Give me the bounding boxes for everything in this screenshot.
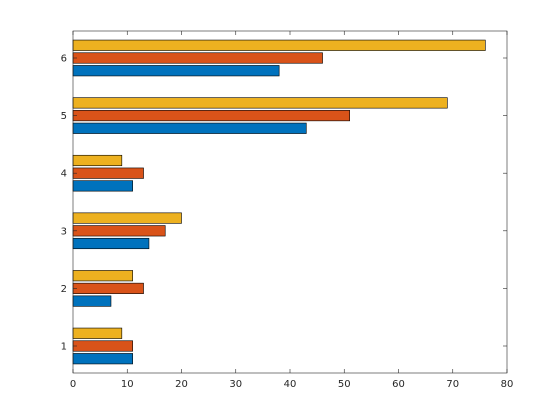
bar-series2-cat1: [72, 340, 133, 352]
bar-series1-cat5: [72, 122, 307, 134]
bar-series1-cat6: [72, 65, 280, 77]
bar-series1-cat1: [72, 353, 133, 365]
bar-series3-cat3: [72, 212, 182, 224]
x-tick-label: 30: [229, 379, 242, 390]
x-tick-label: 0: [70, 379, 76, 390]
x-tick-label: 60: [392, 379, 405, 390]
x-tick-label: 10: [121, 379, 134, 390]
bar-series1-cat3: [72, 237, 150, 250]
y-tick-label: 3: [61, 226, 67, 237]
bar-series1-cat4: [72, 180, 133, 192]
bar-series2-cat6: [72, 52, 323, 64]
bar-series2-cat4: [72, 167, 144, 179]
x-tick-label: 80: [501, 379, 514, 390]
bar-series3-cat2: [72, 270, 133, 282]
x-tick-label: 70: [446, 379, 459, 390]
bar-series3-cat6: [72, 39, 486, 51]
bar-series3-cat1: [72, 327, 123, 339]
bar-series1-cat2: [72, 295, 112, 307]
y-tick-label: 2: [61, 284, 67, 295]
x-tick-label: 40: [284, 379, 297, 390]
bar-series3-cat5: [72, 97, 448, 109]
bar-series3-cat4: [72, 154, 123, 167]
bar-series2-cat5: [72, 110, 350, 122]
y-tick-label: 5: [61, 111, 67, 122]
axes-group: 0 10 20 30 40 50 60 70 80 1 2 3 4 5 6: [61, 30, 514, 390]
y-tick-label: 1: [61, 342, 67, 353]
bar-series2-cat3: [72, 225, 166, 237]
axes-box: [72, 30, 508, 374]
bars-group: [72, 39, 486, 365]
x-tick-label: 20: [175, 379, 188, 390]
x-tick-label: 50: [338, 379, 351, 390]
bar-series2-cat2: [72, 282, 144, 294]
y-tick-label: 4: [61, 169, 67, 180]
y-tick-label: 6: [61, 54, 67, 65]
